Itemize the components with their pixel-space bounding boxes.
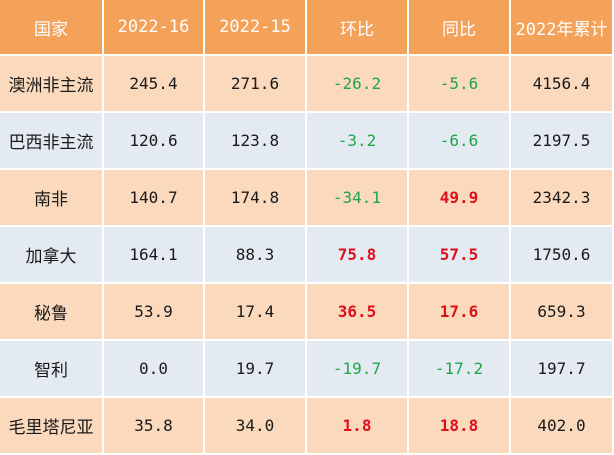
country-cell: 加拿大 <box>0 227 104 284</box>
week-15-cell: 174.8 <box>205 170 307 227</box>
week-15-cell: 88.3 <box>205 227 307 284</box>
header-country: 国家 <box>0 0 104 56</box>
country-cell: 澳洲非主流 <box>0 56 104 113</box>
header-row: 国家 2022-16 2022-15 环比 同比 2022年累计 <box>0 0 614 56</box>
mom-cell: -19.7 <box>307 341 409 398</box>
table-row: 秘鲁 53.9 17.4 36.5 17.6 659.3 <box>0 284 614 341</box>
week-16-cell: 140.7 <box>104 170 205 227</box>
mom-cell: 1.8 <box>307 398 409 455</box>
table-row: 智利 0.0 19.7 -19.7 -17.2 197.7 <box>0 341 614 398</box>
country-cell: 南非 <box>0 170 104 227</box>
mom-cell: -34.1 <box>307 170 409 227</box>
yoy-cell: -6.6 <box>409 113 511 170</box>
week-16-cell: 120.6 <box>104 113 205 170</box>
header-mom: 环比 <box>307 0 409 56</box>
country-cell: 秘鲁 <box>0 284 104 341</box>
yoy-cell: -17.2 <box>409 341 511 398</box>
table-row: 巴西非主流 120.6 123.8 -3.2 -6.6 2197.5 <box>0 113 614 170</box>
week-16-cell: 245.4 <box>104 56 205 113</box>
mom-cell: 36.5 <box>307 284 409 341</box>
yoy-cell: 17.6 <box>409 284 511 341</box>
ytd-cell: 2197.5 <box>511 113 614 170</box>
week-16-cell: 164.1 <box>104 227 205 284</box>
ytd-cell: 659.3 <box>511 284 614 341</box>
week-15-cell: 34.0 <box>205 398 307 455</box>
mom-cell: 75.8 <box>307 227 409 284</box>
header-ytd: 2022年累计 <box>511 0 614 56</box>
country-cell: 毛里塔尼亚 <box>0 398 104 455</box>
mom-cell: -26.2 <box>307 56 409 113</box>
week-15-cell: 271.6 <box>205 56 307 113</box>
week-15-cell: 19.7 <box>205 341 307 398</box>
week-15-cell: 17.4 <box>205 284 307 341</box>
ytd-cell: 4156.4 <box>511 56 614 113</box>
yoy-cell: 49.9 <box>409 170 511 227</box>
mom-cell: -3.2 <box>307 113 409 170</box>
table-row: 加拿大 164.1 88.3 75.8 57.5 1750.6 <box>0 227 614 284</box>
week-15-cell: 123.8 <box>205 113 307 170</box>
table-row: 澳洲非主流 245.4 271.6 -26.2 -5.6 4156.4 <box>0 56 614 113</box>
yoy-cell: -5.6 <box>409 56 511 113</box>
header-week-15: 2022-15 <box>205 0 307 56</box>
table-row: 南非 140.7 174.8 -34.1 49.9 2342.3 <box>0 170 614 227</box>
ytd-cell: 197.7 <box>511 341 614 398</box>
yoy-cell: 18.8 <box>409 398 511 455</box>
country-cell: 智利 <box>0 341 104 398</box>
ytd-cell: 1750.6 <box>511 227 614 284</box>
week-16-cell: 0.0 <box>104 341 205 398</box>
ytd-cell: 402.0 <box>511 398 614 455</box>
table-row: 毛里塔尼亚 35.8 34.0 1.8 18.8 402.0 <box>0 398 614 455</box>
header-yoy: 同比 <box>409 0 511 56</box>
week-16-cell: 35.8 <box>104 398 205 455</box>
header-week-16: 2022-16 <box>104 0 205 56</box>
ytd-cell: 2342.3 <box>511 170 614 227</box>
week-16-cell: 53.9 <box>104 284 205 341</box>
yoy-cell: 57.5 <box>409 227 511 284</box>
country-cell: 巴西非主流 <box>0 113 104 170</box>
